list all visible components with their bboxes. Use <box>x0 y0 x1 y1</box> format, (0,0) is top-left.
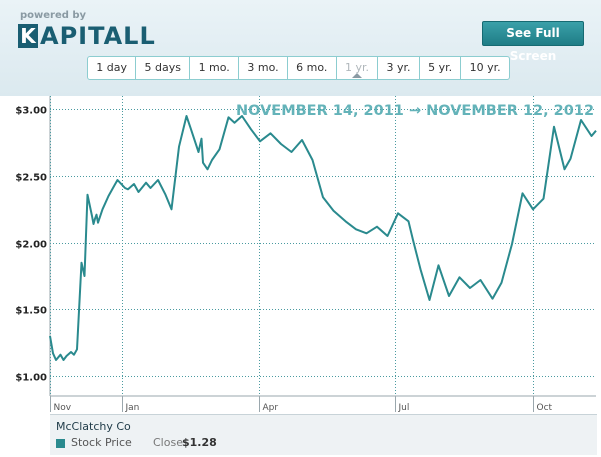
legend-panel: McClatchy Co Stock Price Close $1.28 <box>50 414 597 455</box>
y-tick-label: $2.50 <box>15 173 47 184</box>
x-tick-label: Jan <box>125 403 140 413</box>
see-full-screen-button[interactable]: See Full Screen <box>482 21 584 63</box>
powered-by-label: powered by <box>20 10 87 21</box>
y-tick-label: $3.00 <box>15 106 47 117</box>
range-tab-10-yr[interactable]: 10 yr. <box>469 61 501 74</box>
date-range-arrow: → <box>404 103 426 119</box>
y-tick-label: $2.00 <box>15 240 47 251</box>
company-name: McClatchy Co <box>56 420 131 433</box>
y-tick-label: $1.50 <box>15 306 47 317</box>
x-tick-label: Nov <box>54 403 72 413</box>
range-tab-5-days[interactable]: 5 days <box>136 57 191 79</box>
y-tick-label: $1.00 <box>15 373 47 384</box>
price-chart: $3.00 $2.50 $2.00 $1.50 $1.00 Nov Jan Apr Jul Oct… <box>15 96 597 413</box>
range-tab-1-yr[interactable]: 1 yr. <box>337 57 379 79</box>
header-bar: powered by K APITALL See Full Screen 1 d… <box>0 0 601 96</box>
date-range-end: NOVEMBER 12, 2012 <box>426 103 594 119</box>
range-tab-1-mo[interactable]: 1 mo. <box>190 57 240 79</box>
close-label: Close <box>153 436 183 449</box>
range-tab-6-mo[interactable]: 6 mo. <box>288 57 337 79</box>
series-name: Stock Price <box>71 436 132 449</box>
range-tab-3-yr[interactable]: 3 yr. <box>378 57 420 79</box>
series-swatch <box>56 439 65 448</box>
stock-price-line <box>49 115 597 361</box>
range-tab-1-day[interactable]: 1 day <box>88 57 137 79</box>
range-tab-3-mo[interactable]: 3 mo. <box>239 57 288 79</box>
close-value: $1.28 <box>182 436 217 449</box>
x-tick-label: Apr <box>263 403 279 413</box>
logo-text: APITALL <box>40 22 156 50</box>
x-tick-label: Oct <box>537 403 553 413</box>
x-tick-label: Jul <box>398 403 410 413</box>
date-range-start: NOVEMBER 14, 2011 <box>236 103 404 119</box>
range-tab-5-yr[interactable]: 5 yr. <box>420 57 462 79</box>
date-range-label: NOVEMBER 14, 2011 → NOVEMBER 12, 2012 <box>236 103 594 119</box>
time-range-tabs: 1 day 5 days 1 mo. 3 mo. 6 mo. 1 yr. 3 yr. 5 yr… <box>87 56 510 80</box>
logo-letter: K <box>18 24 38 48</box>
